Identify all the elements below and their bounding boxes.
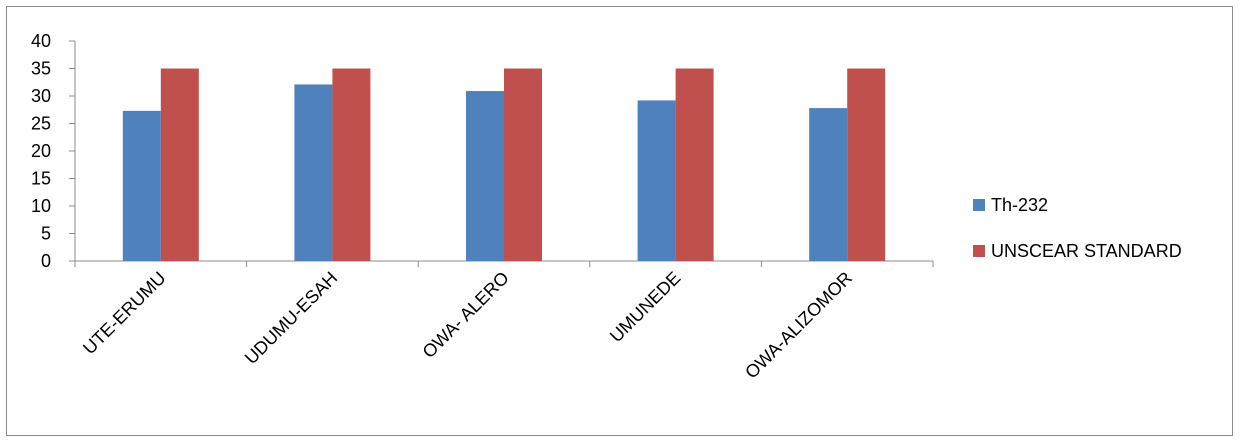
y-tick-label: 5 [41,224,51,244]
legend-label: UNSCEAR STANDARD [991,241,1182,261]
y-tick-label: 0 [41,251,51,271]
legend: Th-232 UNSCEAR STANDARD [973,195,1182,261]
y-axis: 0 5 10 15 20 25 30 35 40 [31,31,76,271]
x-category-label: UDUMU-ESAH [241,268,341,368]
y-tick-label: 35 [31,59,51,79]
y-tick-label: 10 [31,196,51,216]
y-tick-label: 20 [31,141,51,161]
y-tick-label: 30 [31,86,51,106]
x-category-label: OWA-ALIZOMOR [741,268,856,383]
bar-th-232 [466,91,504,261]
bar-th-232 [809,108,848,261]
x-axis: UTE-ERUMU UDUMU-ESAH OWA- ALERO UMUNEDE OWA-… [74,260,934,383]
bar-unscear-standard [332,68,371,261]
x-category-label: OWA- ALERO [419,268,513,362]
y-tick-label: 40 [31,31,51,51]
y-tick-label: 15 [31,169,51,189]
legend-label: Th-232 [991,195,1048,215]
bar-unscear-standard [160,68,199,261]
bar-th-232 [294,84,333,261]
bar-th-232 [122,110,161,261]
x-category-label: UMUNEDE [606,268,684,346]
bar-th-232 [637,100,676,262]
bar-unscear-standard [504,68,542,261]
legend-swatch [973,245,985,257]
y-tick-label: 25 [31,114,51,134]
legend-swatch [973,199,985,211]
chart-frame: 0 5 10 15 20 25 30 35 40 UTE-ERUMU UDUMU-ESAH OWA-… [6,6,1233,436]
bars [122,68,886,262]
x-category-label: UTE-ERUMU [79,268,170,359]
bar-chart: 0 5 10 15 20 25 30 35 40 UTE-ERUMU UDUMU-ESAH OWA-… [31,31,1182,383]
bar-unscear-standard [847,68,886,261]
bar-unscear-standard [675,68,714,261]
